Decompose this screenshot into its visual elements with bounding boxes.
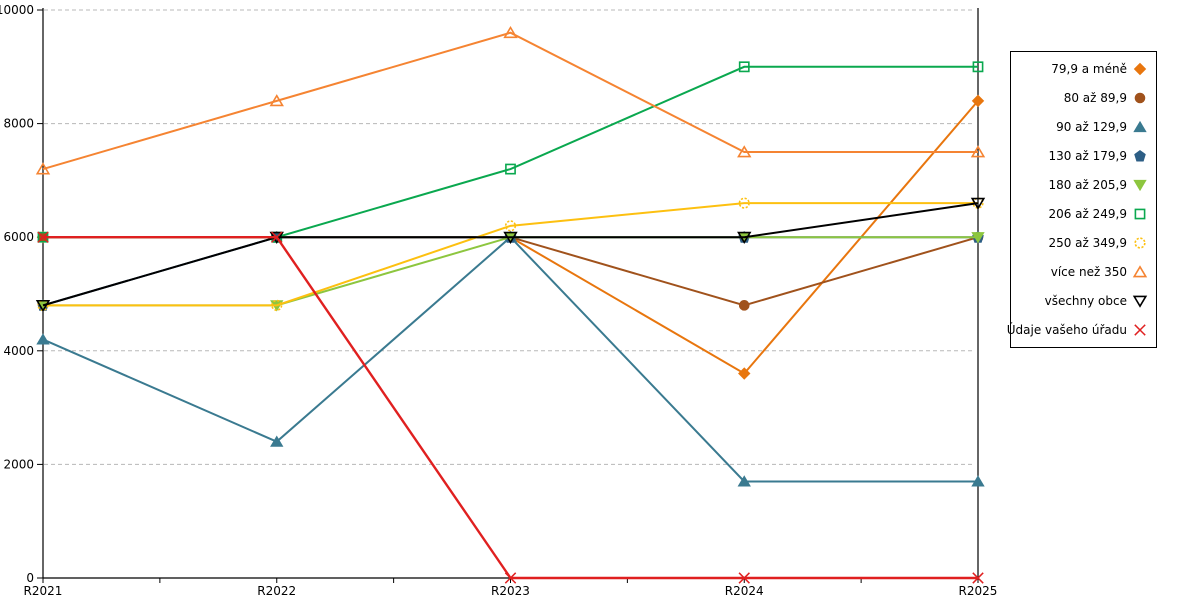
legend-label: 79,9 a méně: [1051, 61, 1127, 76]
legend-item: více než 350: [1015, 264, 1148, 280]
diamond-icon: [971, 94, 985, 108]
legend-label: Údaje vašeho úřadu: [1006, 323, 1127, 338]
legend-item: 79,9 a méně: [1015, 61, 1148, 77]
triangle-up-icon: [1132, 265, 1148, 278]
series-line: [43, 236, 978, 307]
circle-icon: [972, 197, 984, 209]
series-line: [43, 236, 979, 307]
x-tick-label: R2025: [959, 584, 998, 598]
circle-icon: [1134, 237, 1146, 249]
legend-label: všechny obce: [1044, 294, 1127, 309]
x-icon: [37, 231, 49, 243]
legend-label: 250 až 349,9: [1048, 236, 1127, 251]
legend-label: 130 až 179,9: [1048, 148, 1127, 163]
legend-item: 180 až 205,9: [1015, 177, 1148, 193]
legend-item: 250 až 349,9: [1015, 235, 1148, 251]
legend-item: 90 až 129,9: [1015, 119, 1148, 135]
triangle-down-icon: [1132, 295, 1148, 309]
series-line: [42, 236, 978, 307]
triangle-up-icon: [1133, 120, 1147, 132]
x-tick-label: R2024: [725, 584, 764, 598]
triangle-up-icon: [269, 94, 284, 107]
series-line: [42, 31, 978, 171]
legend-item: všechny obce: [1015, 293, 1148, 309]
triangle-up-icon: [503, 25, 518, 39]
diamond-icon: [738, 367, 751, 380]
triangle-down-icon: [737, 231, 752, 244]
x-icon: [504, 572, 517, 584]
x-tick-label: R2021: [24, 584, 63, 598]
circle-icon: [37, 299, 49, 311]
series-line: [42, 202, 979, 307]
triangle-up-icon: [35, 162, 51, 175]
circle-icon: [504, 220, 517, 232]
circle-icon: [271, 299, 283, 311]
legend: 79,9 a méně 80 až 89,9 90 až 129,9 130 až 1…: [1007, 51, 1157, 348]
legend-item: Údaje vašeho úřadu: [1007, 322, 1148, 338]
y-tick-label: 10000: [0, 3, 34, 17]
triangle-up-icon: [36, 333, 50, 345]
y-tick-label: 4000: [3, 344, 34, 358]
y-tick-label: 0: [26, 571, 34, 585]
y-tick-label: 2000: [3, 457, 34, 471]
triangle-up-icon: [270, 435, 284, 447]
square-icon: [738, 61, 750, 73]
square-icon: [1134, 208, 1146, 220]
triangle-down-icon: [35, 299, 51, 313]
x-tick-label: R2022: [257, 584, 296, 598]
series-line: [43, 235, 978, 580]
series-line: [43, 202, 978, 307]
legend-label: 180 až 205,9: [1048, 177, 1127, 192]
triangle-down-icon: [971, 232, 985, 244]
x-icon: [271, 231, 283, 243]
triangle-up-icon: [737, 145, 752, 158]
circle-icon: [1134, 92, 1146, 103]
circle-icon: [738, 300, 750, 311]
legend-item: 206 až 249,9: [1015, 206, 1148, 222]
legend-label: 206 až 249,9: [1048, 207, 1127, 222]
circle-icon: [738, 197, 750, 209]
triangle-down-icon: [1133, 179, 1147, 192]
triangle-down-icon: [503, 231, 518, 244]
diamond-icon: [1133, 62, 1147, 75]
y-tick-label: 6000: [3, 230, 34, 244]
square-icon: [972, 61, 984, 73]
pentagon-icon: [1134, 149, 1146, 162]
triangle-up-icon: [971, 475, 985, 487]
legend-label: více než 350: [1050, 265, 1127, 280]
x-icon: [1134, 324, 1146, 337]
triangle-up-icon: [970, 145, 986, 158]
square-icon: [505, 163, 516, 175]
y-tick-label: 8000: [3, 117, 34, 131]
series-line: [42, 235, 978, 483]
legend-label: 90 až 129,9: [1056, 119, 1127, 134]
legend-label: 80 až 89,9: [1063, 90, 1127, 105]
x-tick-label: R2023: [491, 584, 530, 598]
triangle-up-icon: [737, 475, 751, 487]
legend-item: 80 až 89,9: [1015, 90, 1148, 106]
legend-item: 130 až 179,9: [1015, 148, 1148, 164]
triangle-down-icon: [970, 197, 986, 210]
x-icon: [738, 572, 750, 584]
x-icon: [972, 572, 984, 584]
